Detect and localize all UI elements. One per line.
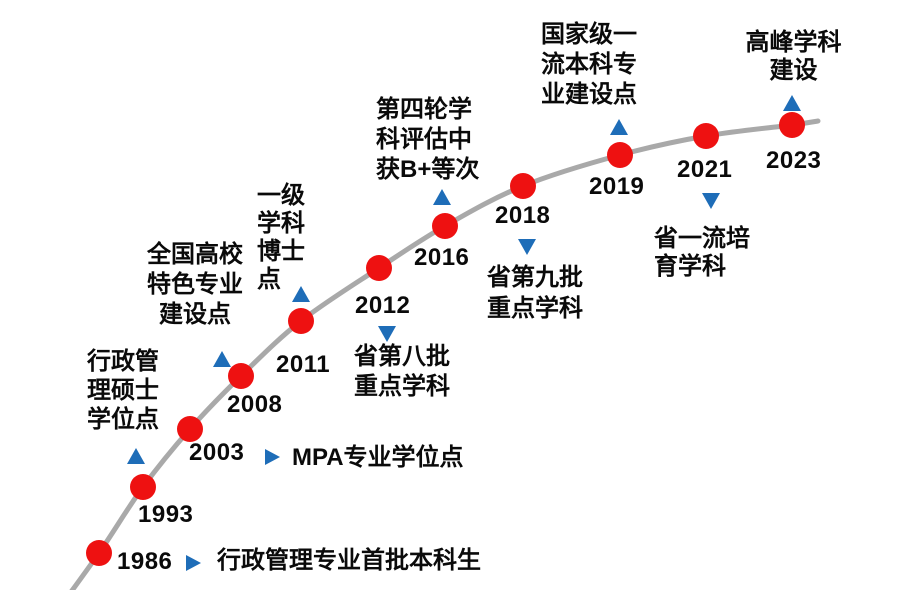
arrow-right-icon (265, 449, 280, 465)
year-label-2023: 2023 (766, 147, 822, 174)
event-label-2019: 国家级一流本科专业建设点 (541, 20, 649, 110)
milestone-dot-2008 (228, 363, 254, 389)
event-label-line: 省第八批 (354, 343, 450, 370)
milestone-dot-2018 (510, 173, 536, 199)
event-label-line: 国家级一 (541, 21, 637, 48)
event-label-line: 行政管理专业首批本科生 (217, 547, 481, 574)
year-label-2011: 2011 (276, 351, 331, 378)
event-label-1986: 行政管理专业首批本科生 (217, 546, 507, 576)
event-label-line: 学位点 (87, 406, 159, 433)
year-label-2003: 2003 (189, 439, 245, 466)
event-label-2003: MPA专业学位点 (292, 443, 492, 473)
event-label-line: 重点学科 (487, 295, 583, 322)
milestone-dot-2012 (366, 255, 392, 281)
milestone-dot-1993 (130, 474, 156, 500)
event-label-line: 第四轮学 (376, 96, 472, 123)
event-label-line: 点 (257, 266, 281, 293)
event-label-line: 建设点 (159, 301, 231, 328)
arrow-down-icon (378, 326, 396, 342)
arrow-down-icon (702, 193, 720, 209)
event-label-line: 省一流培 (654, 225, 750, 252)
event-label-line: 流本科专 (541, 51, 637, 78)
event-label-line: 博士 (257, 238, 305, 265)
arrow-up-icon (433, 189, 451, 205)
year-label-2018: 2018 (495, 202, 551, 229)
year-label-2008: 2008 (227, 391, 283, 418)
event-label-line: 一级 (257, 182, 305, 209)
milestone-dot-2021 (693, 123, 719, 149)
arrow-up-icon (610, 119, 628, 135)
event-label-line: 行政管 (87, 348, 159, 375)
event-label-2018: 省第九批 重点学科 (487, 262, 589, 324)
event-label-line: 育学科 (654, 253, 726, 280)
event-label-2023: 高峰学科 建设 (740, 29, 847, 85)
milestone-dot-2011 (288, 308, 314, 334)
event-label-2008: 全国高校特色专业建设点 (144, 240, 246, 330)
year-label-2012: 2012 (355, 292, 411, 319)
event-label-2011: 一级 学科 博士点 (257, 182, 319, 294)
event-label-line: 省第九批 (487, 264, 583, 291)
milestone-dot-2016 (432, 213, 458, 239)
event-label-2016: 第四轮学科评估中获B+等次 (376, 95, 480, 185)
arrow-right-icon (186, 555, 201, 571)
arrow-down-icon (518, 239, 536, 255)
event-label-line: 特色专业 (147, 271, 243, 298)
event-label-2012: 省第八批 重点学科 (354, 342, 456, 402)
milestone-dot-2003 (177, 416, 203, 442)
event-label-line: MPA专业学位点 (292, 444, 464, 471)
arrow-up-icon (783, 95, 801, 111)
milestone-dot-2023 (779, 112, 805, 138)
milestone-dot-2019 (607, 142, 633, 168)
year-label-2016: 2016 (414, 244, 470, 271)
arrow-up-icon (213, 351, 231, 367)
arrow-up-icon (292, 286, 310, 302)
event-label-line: 学科 (257, 210, 305, 237)
year-label-1993: 1993 (138, 501, 194, 528)
year-label-2019: 2019 (589, 173, 645, 200)
event-label-line: 业建设点 (541, 81, 637, 108)
year-label-1986: 1986 (117, 548, 173, 575)
event-label-line: 科评估中 (376, 126, 472, 153)
event-label-line: 重点学科 (354, 373, 450, 400)
milestone-dot-1986 (86, 540, 112, 566)
event-label-1993: 行政管 理硕士 学位点 (87, 347, 165, 434)
event-label-line: 建设 (769, 57, 818, 84)
event-label-2021: 省一流培 育学科 (654, 225, 758, 281)
arrow-up-icon (127, 448, 145, 464)
event-label-line: 理硕士 (87, 377, 159, 404)
year-label-2021: 2021 (677, 156, 733, 183)
event-label-line: 全国高校 (147, 241, 243, 268)
event-label-line: 高峰学科 (745, 29, 842, 56)
event-label-line: 获B+等次 (376, 156, 480, 183)
